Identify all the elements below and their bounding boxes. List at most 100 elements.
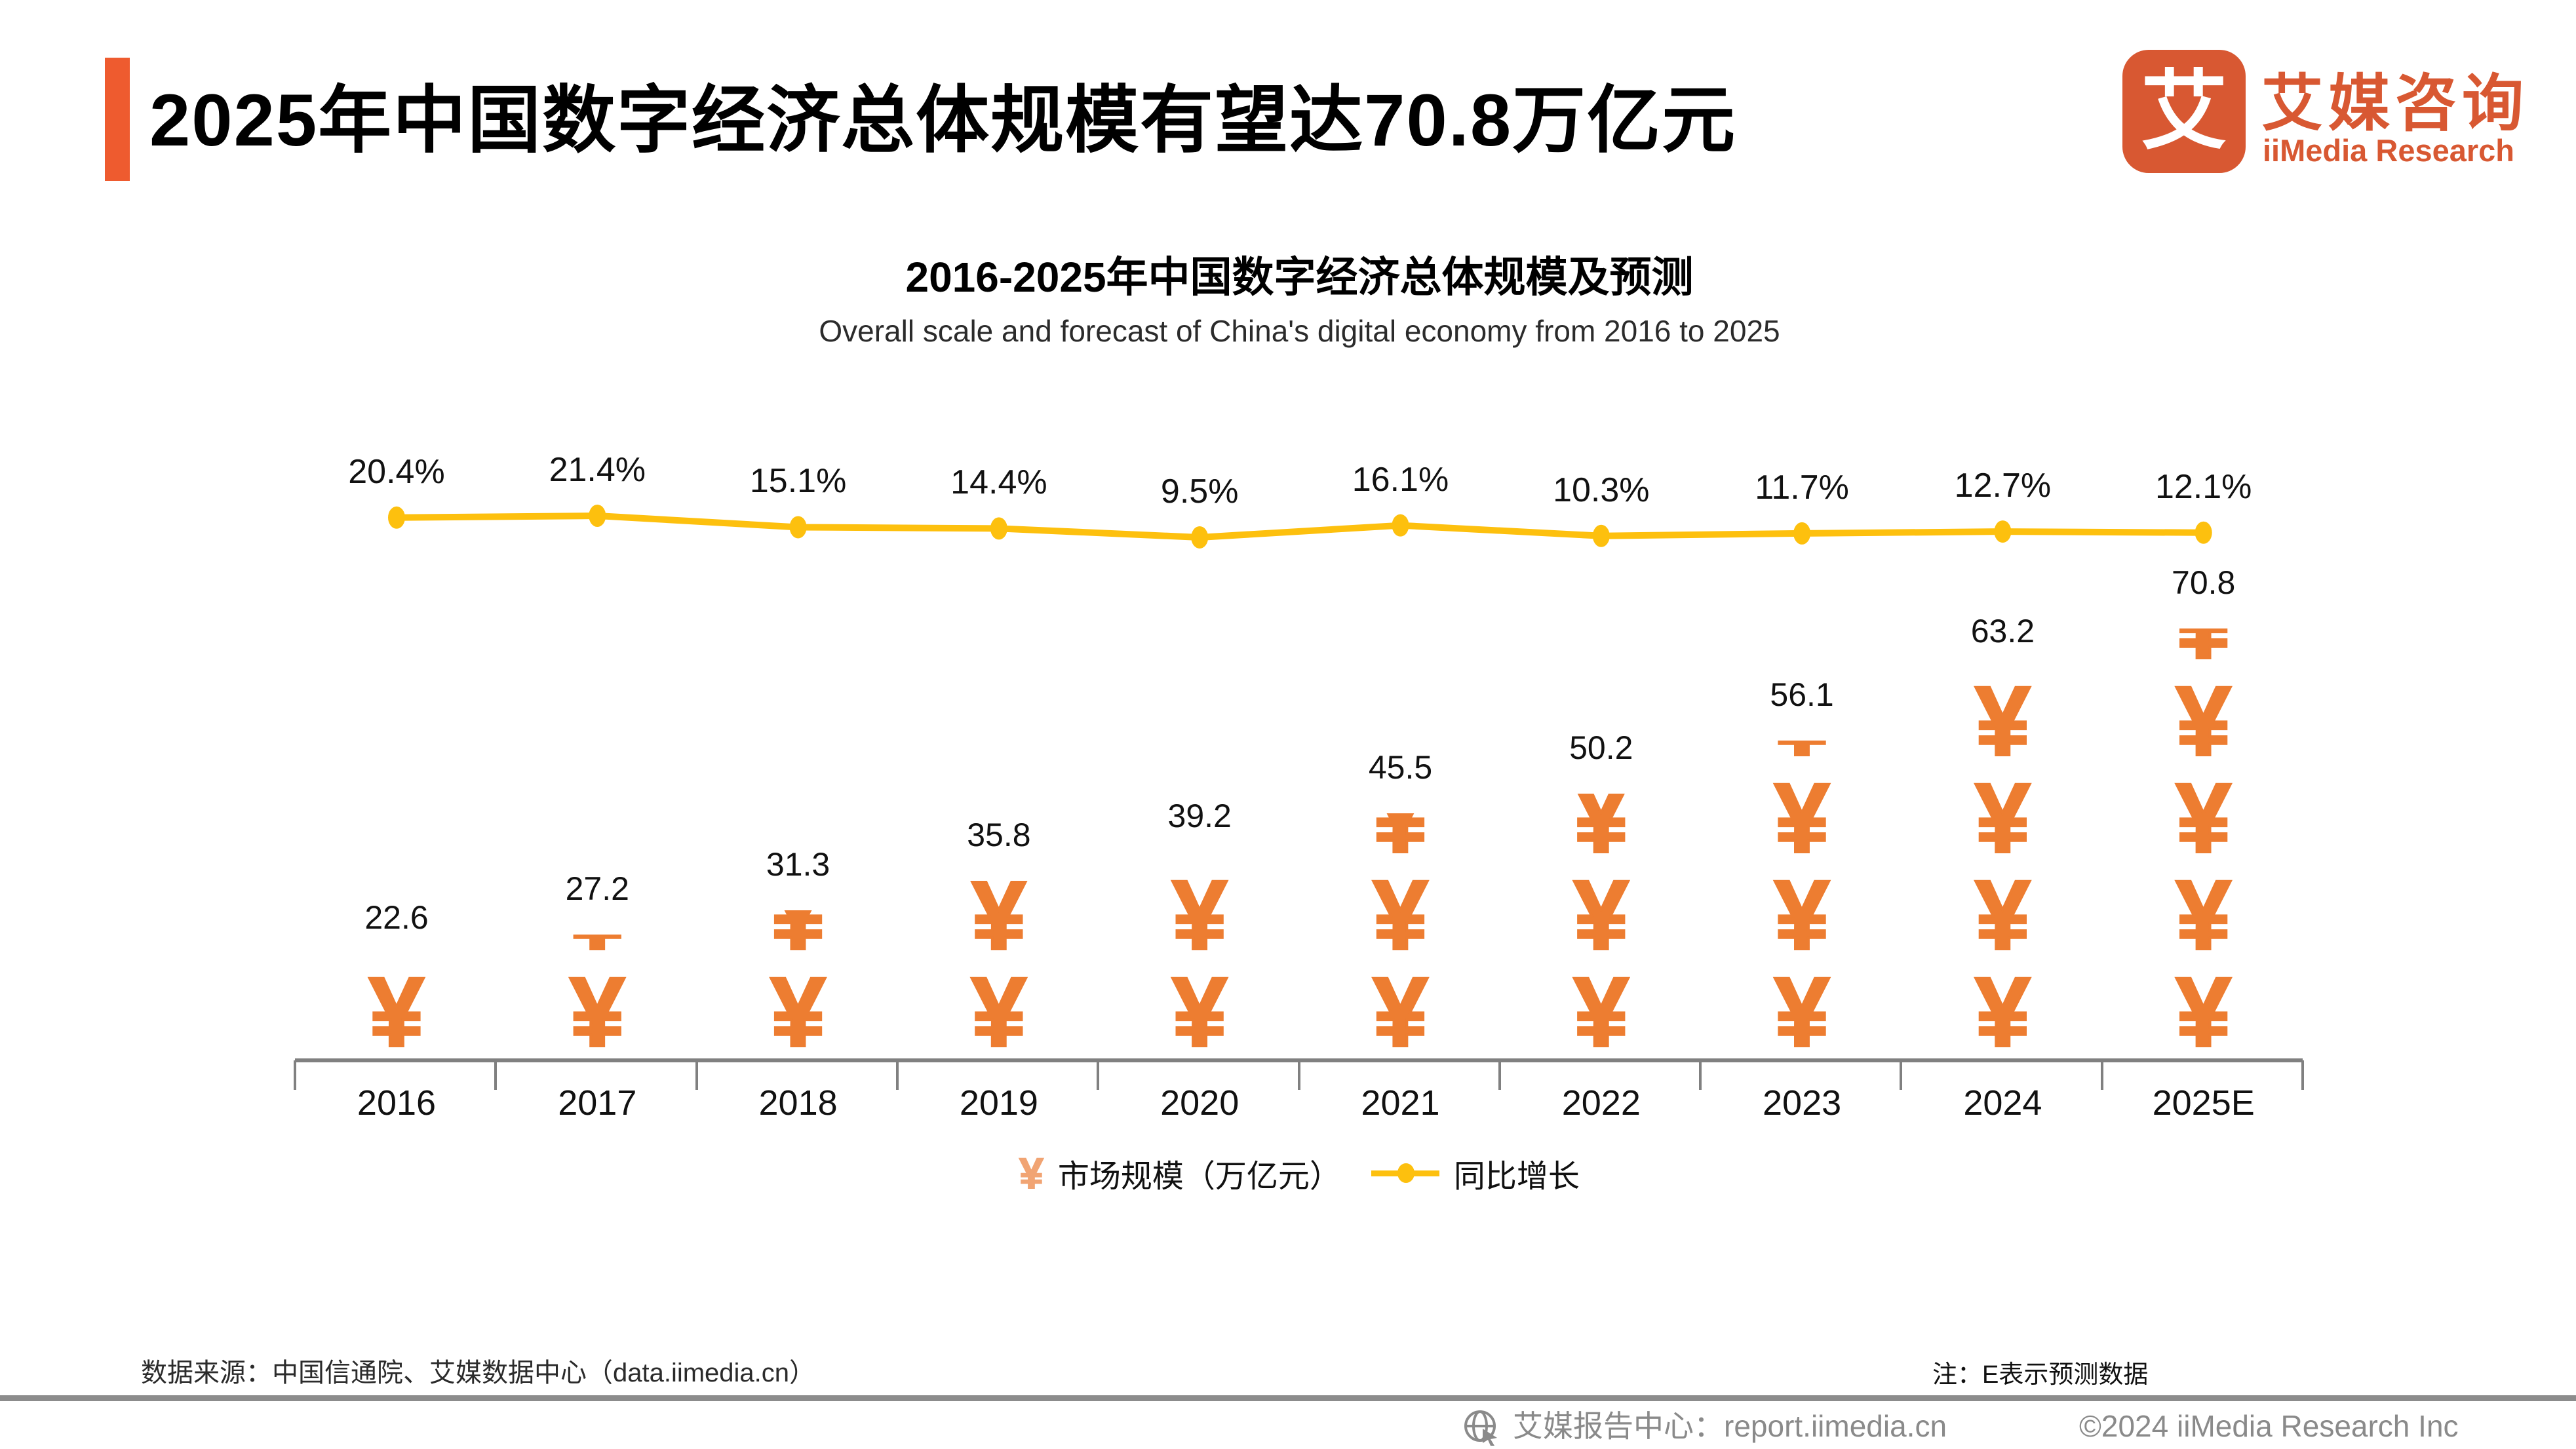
yuan-icon: ¥ (1171, 957, 1228, 1067)
yuan-icon: ¥ (1572, 860, 1630, 970)
value-label: 56.1 (1770, 676, 1834, 713)
yuan-icon: ¥ (1572, 957, 1630, 1067)
growth-point (1793, 522, 1811, 545)
axis-tick (1498, 1060, 1501, 1090)
yuan-icon: ¥ (368, 957, 425, 1067)
axis-tick (895, 1060, 899, 1090)
legend-item-growth: 同比增长 (1371, 1150, 1580, 1196)
growth-label: 14.4% (950, 463, 1047, 502)
yuan-icon: ¥ (1974, 957, 2031, 1067)
value-label: 35.8 (967, 817, 1031, 854)
bar-stack: ¥¥ (743, 910, 854, 1067)
growth-point (1191, 526, 1209, 549)
yuan-icon: ¥ (1171, 860, 1228, 970)
axis-tick (2100, 1060, 2103, 1090)
growth-label: 10.3% (1553, 471, 1650, 509)
growth-label: 12.1% (2155, 467, 2252, 506)
year-label: 2018 (758, 1083, 838, 1123)
report-center-link: 艾媒报告中心：report.iimedia.cn (1513, 1409, 1947, 1443)
growth-label: 12.7% (1954, 467, 2052, 505)
axis-tick (2301, 1060, 2304, 1090)
yuan-icon: ¥ (1372, 957, 1429, 1067)
bar-stack: ¥¥ (541, 935, 653, 1067)
axis-tick (1097, 1060, 1100, 1090)
yuan-icon: ¥ (2175, 957, 2232, 1067)
yuan-icon-partial: ¥ (1144, 862, 1255, 866)
growth-point (1392, 514, 1409, 537)
growth-label: 20.4% (348, 452, 445, 491)
growth-label: 11.7% (1755, 468, 1849, 507)
brand-logo: 艾 艾媒咨询 iiMedia Research (2122, 50, 2555, 176)
legend: ¥ 市场规模（万亿元） 同比增长 (296, 1146, 2303, 1201)
growth-point (388, 506, 405, 529)
axis-tick (695, 1060, 698, 1090)
title-accent-bar (105, 58, 130, 181)
logo-name-en: iiMedia Research (2263, 133, 2515, 168)
value-label: 45.5 (1368, 748, 1433, 786)
logo-mark: 艾 (2122, 50, 2246, 173)
year-label: 2016 (357, 1083, 437, 1123)
legend-item-market: ¥ 市场规模（万亿元） (1019, 1150, 1341, 1196)
yuan-icon-partial: ¥ (970, 881, 1027, 964)
yuan-icon: ¥ (569, 957, 626, 1067)
year-label: 2017 (558, 1083, 637, 1123)
yuan-icon-partial: ¥ (1974, 677, 2031, 770)
value-label: 50.2 (1569, 729, 1633, 766)
axis-tick (494, 1060, 498, 1090)
footer-divider (0, 1395, 2576, 1401)
year-label: 2024 (1963, 1083, 2042, 1123)
yuan-legend-icon: ¥ (1019, 1149, 1044, 1197)
year-label: 2025E (2152, 1083, 2255, 1123)
growth-label: 9.5% (1160, 472, 1239, 511)
growth-label: 16.1% (1352, 460, 1449, 499)
yuan-icon: ¥ (1372, 860, 1429, 970)
value-label: 70.8 (2172, 564, 2236, 602)
bar-stack: ¥¥¥¥ (1746, 741, 1858, 1067)
bar-stack: ¥¥¥¥¥ (2148, 628, 2259, 1067)
legend-label-market: 市场规模（万亿元） (1057, 1159, 1341, 1194)
yuan-icon: ¥ (1773, 860, 1830, 970)
yuan-icon: ¥ (1773, 957, 1830, 1067)
axis-tick (1900, 1060, 1903, 1090)
year-label: 2022 (1561, 1083, 1641, 1123)
value-label: 22.6 (364, 899, 429, 936)
value-label: 39.2 (1167, 797, 1232, 834)
yuan-icon-partial: ¥ (1746, 741, 1858, 769)
bar-stack: ¥¥¥ (1144, 860, 1255, 1067)
chart-subtitle: Overall scale and forecast of China's di… (819, 314, 1780, 348)
axis-tick (294, 1060, 296, 1090)
yuan-icon-partial: ¥ (1572, 794, 1630, 866)
yuan-icon-partial: ¥ (743, 910, 854, 963)
yuan-icon: ¥ (770, 957, 827, 1067)
growth-point (990, 517, 1007, 540)
growth-point (1592, 524, 1610, 547)
bar-stack: ¥¥ (943, 881, 1055, 1062)
globe-icon (1464, 1410, 1497, 1446)
year-label: 2019 (959, 1083, 1038, 1123)
bar-stack: ¥¥¥ (1546, 794, 1657, 1067)
growth-point (2195, 521, 2212, 544)
yuan-icon: ¥ (2175, 763, 2232, 874)
year-label: 2021 (1361, 1083, 1440, 1123)
year-label: 2023 (1763, 1083, 1842, 1123)
bar-stack: ¥¥¥ (1345, 813, 1456, 1067)
value-label: 27.2 (565, 870, 629, 907)
ai-glyph: 艾 (2141, 63, 2227, 159)
line-marker-icon (1371, 1162, 1439, 1184)
value-label: 63.2 (1970, 613, 2035, 650)
yuan-icon-partial: ¥ (541, 935, 653, 963)
bar-stack: ¥ (341, 957, 452, 1067)
legend-label-growth: 同比增长 (1453, 1159, 1580, 1194)
growth-line (396, 512, 2204, 541)
axis-tick (1297, 1060, 1300, 1090)
source-note: 数据来源：中国信通院、艾媒数据中心（data.iimedia.cn） (141, 1359, 816, 1387)
forecast-note: 注：E表示预测数据 (1932, 1361, 2149, 1389)
growth-point (789, 516, 807, 539)
axis-tick (1699, 1060, 1702, 1090)
page-title: 2025年中国数字经济总体规模有望达70.8万亿元 (149, 79, 1737, 161)
growth-label: 21.4% (549, 451, 646, 489)
growth-point (1994, 520, 2012, 543)
yuan-icon-partial: ¥ (2148, 628, 2259, 672)
yuan-icon: ¥ (2175, 860, 2232, 971)
